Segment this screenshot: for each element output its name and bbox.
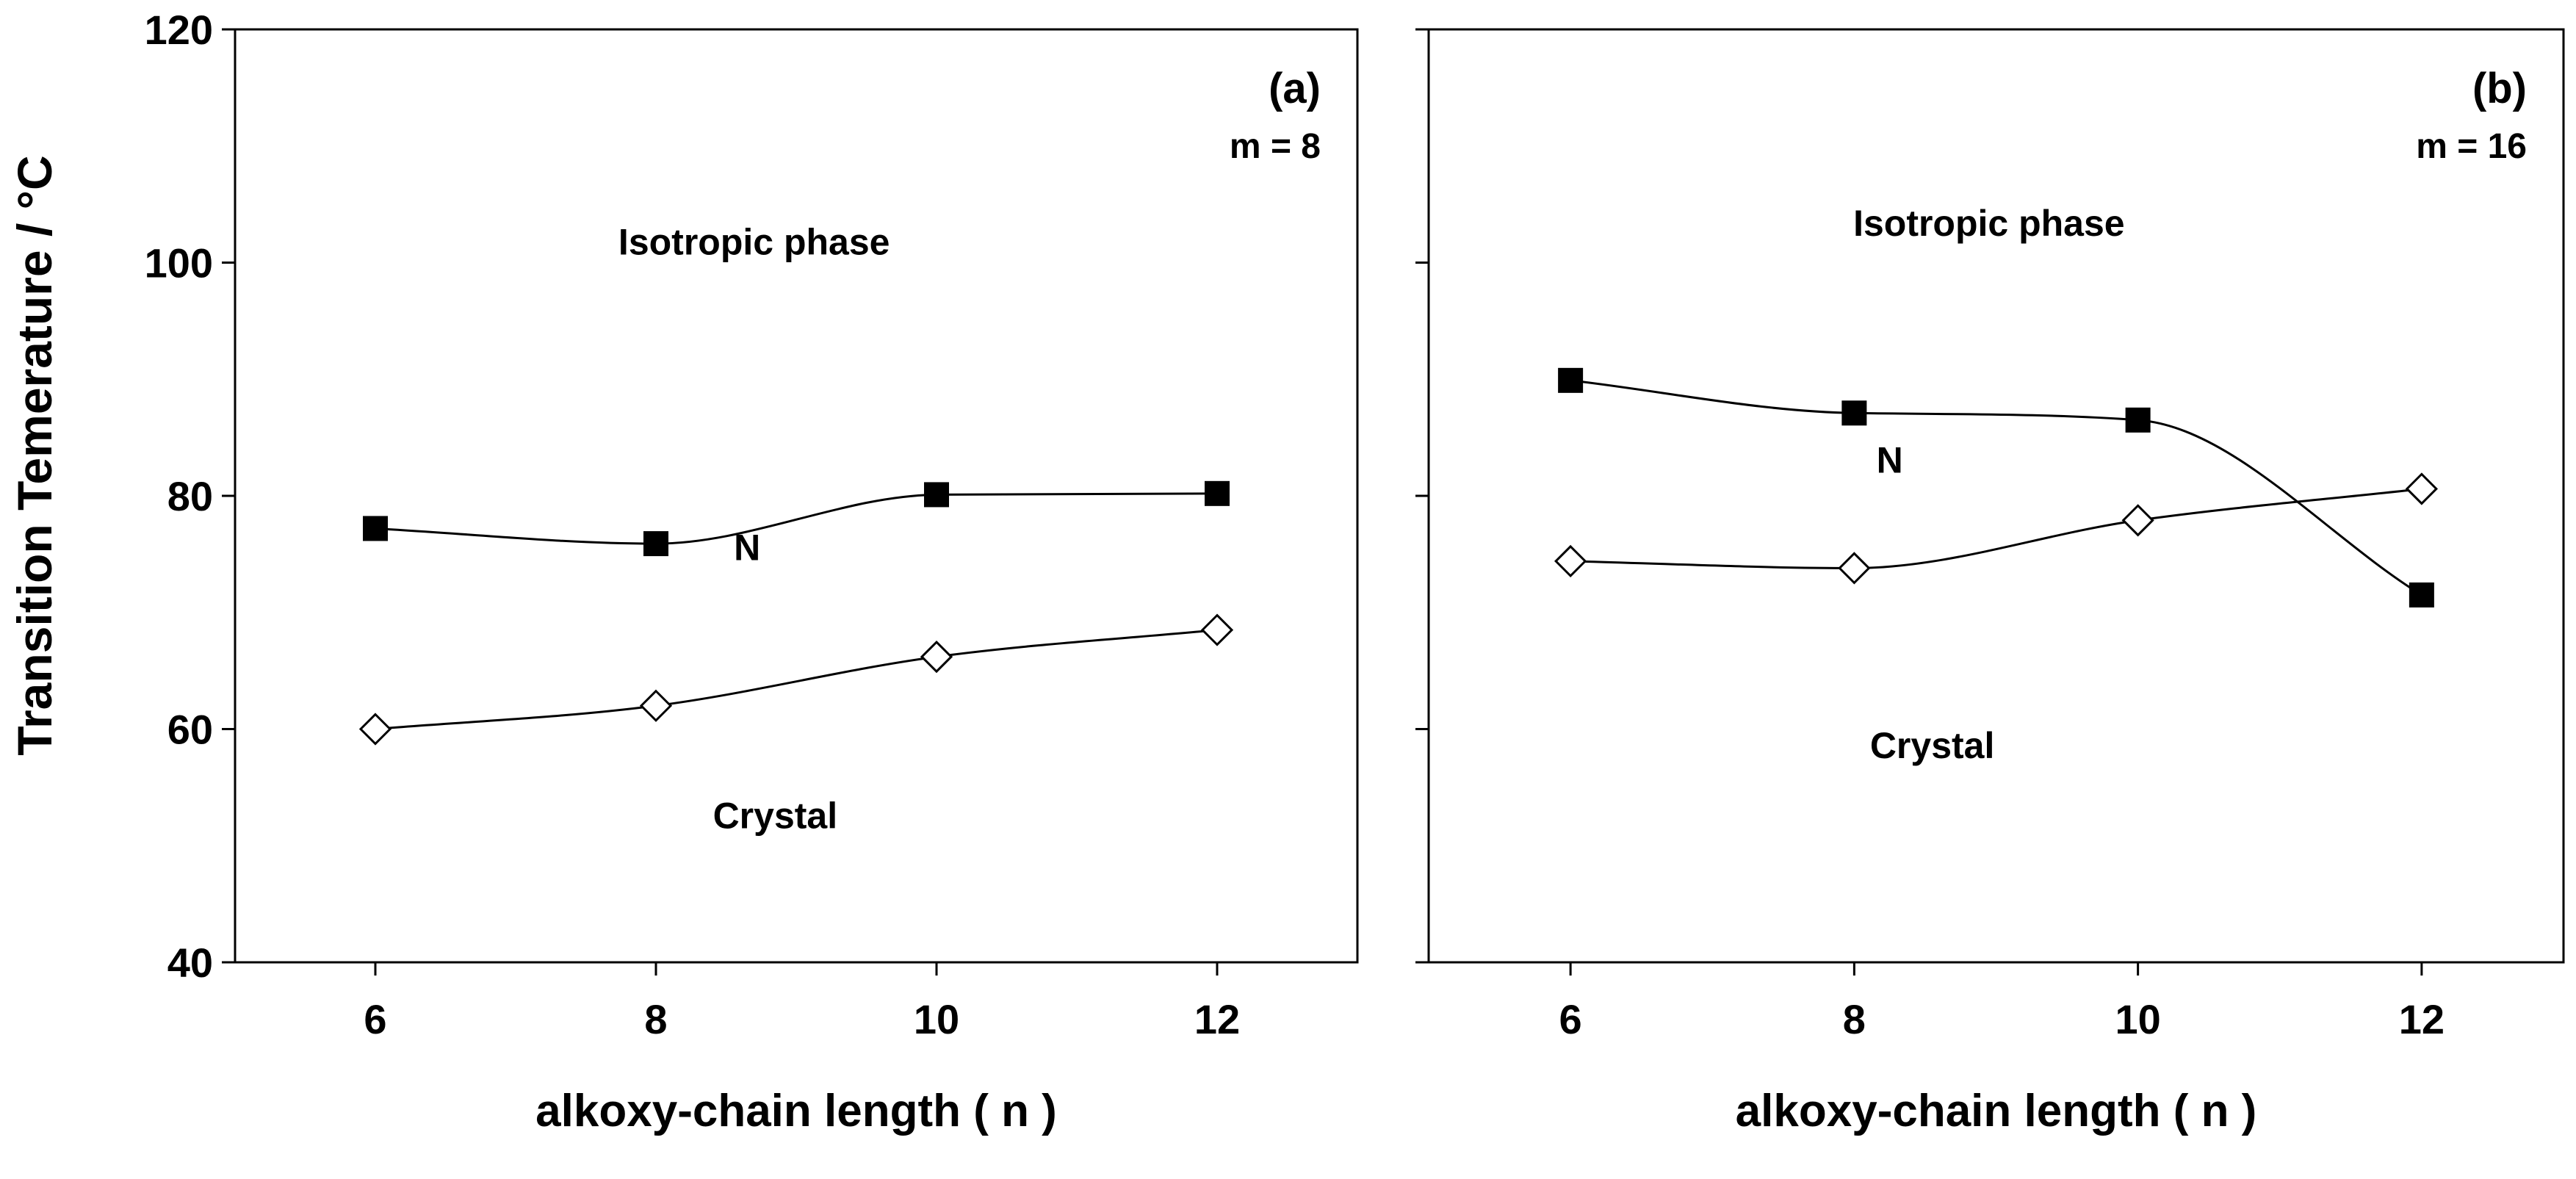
y-tick-label: 60	[167, 707, 213, 753]
x-tick-label: 6	[1559, 996, 1582, 1042]
y-tick-label: 120	[145, 7, 213, 53]
x-tick-label: 10	[2115, 996, 2160, 1042]
plot-frame	[1427, 28, 2565, 964]
data-point-diamond	[920, 640, 953, 674]
data-point-square	[643, 531, 668, 557]
data-point-square	[2125, 407, 2151, 433]
y-tick-label: 40	[167, 940, 213, 986]
data-point-diamond	[639, 689, 673, 722]
x-tick-label: 8	[1843, 996, 1866, 1042]
data-point-square	[924, 482, 949, 508]
series-line	[375, 492, 1218, 545]
x-tick-label: 12	[1194, 996, 1240, 1042]
series-line	[375, 629, 1218, 730]
panel-a: 40 60 80 100 120 6 8 10 12 alkoxy-chain length ( …	[145, 7, 1359, 1136]
data-point-diamond	[358, 713, 392, 746]
x-axis-label: alkoxy-chain length ( n )	[535, 1086, 1057, 1136]
x-tick-label: 12	[2399, 996, 2445, 1042]
phase-annotation: Crystal	[1870, 725, 1995, 766]
data-point-square	[2409, 582, 2434, 607]
data-point-diamond	[1200, 613, 1234, 646]
parameter-label: m = 8	[1230, 127, 1321, 166]
x-tick-label: 6	[364, 996, 386, 1042]
y-tick-label: 80	[167, 473, 213, 519]
y-tick-label: 100	[145, 240, 213, 286]
series-line	[1570, 487, 2422, 569]
phase-annotation: Isotropic phase	[1853, 203, 2125, 244]
panel-b: 6 8 10 12 alkoxy-chain length ( n ) (b) m = 16…	[1415, 28, 2565, 1136]
data-point-square	[363, 516, 388, 541]
parameter-label: m = 16	[2416, 127, 2527, 166]
y-axis-label: Transition Temerature / °C	[7, 155, 62, 755]
panel-label: (b)	[2472, 65, 2527, 112]
data-point-square	[1205, 480, 1230, 506]
phase-annotation: Crystal	[713, 795, 838, 836]
data-point-square	[1558, 367, 1584, 393]
data-point-diamond	[1838, 552, 1871, 585]
phase-annotation: N	[1877, 439, 1903, 480]
phase-annotation: Isotropic phase	[618, 221, 890, 262]
x-tick-label: 10	[914, 996, 959, 1042]
data-point-diamond	[2121, 504, 2154, 537]
x-tick-label: 8	[644, 996, 667, 1042]
x-axis-label: alkoxy-chain length ( n )	[1736, 1086, 2257, 1136]
data-point-square	[1841, 400, 1867, 426]
panel-label: (a)	[1269, 65, 1321, 112]
series-line	[1570, 379, 2422, 596]
data-point-diamond	[2405, 472, 2438, 505]
data-point-diamond	[1554, 544, 1587, 578]
